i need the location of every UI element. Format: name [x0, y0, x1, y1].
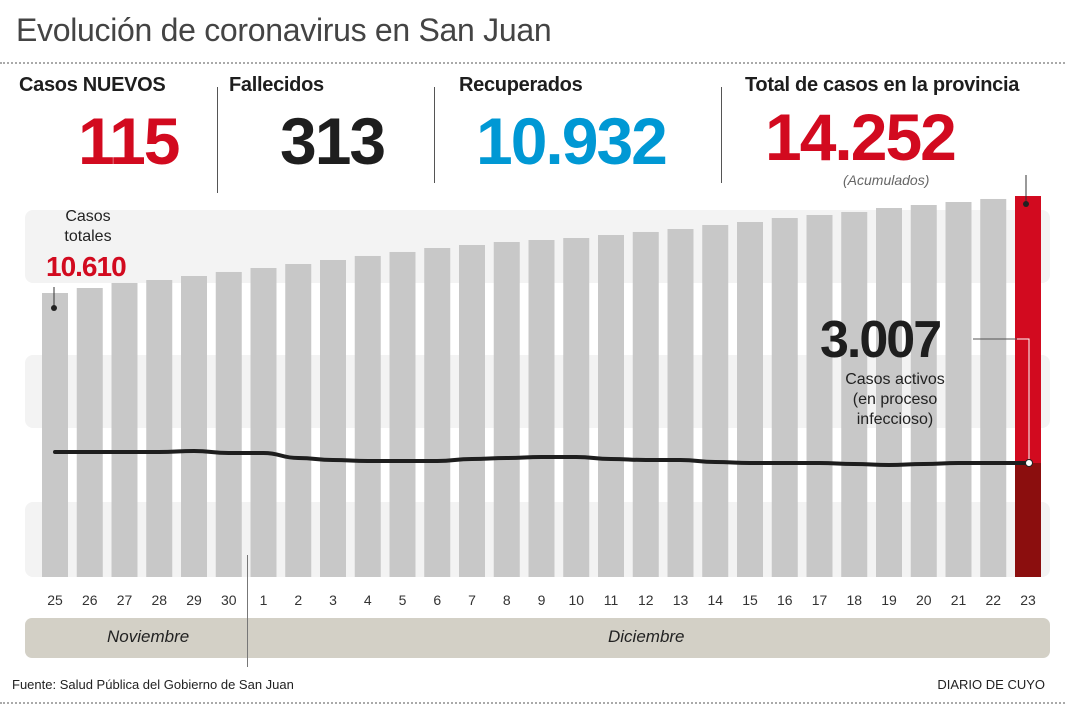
- deaths-value: 313: [280, 104, 386, 178]
- x-tick-label: 6: [433, 592, 441, 608]
- first-total-value: 10.610: [46, 251, 127, 282]
- bar-total: [111, 282, 138, 577]
- bar-total: [459, 245, 485, 577]
- first-total-label-line1: Casos: [65, 208, 111, 225]
- bar-total: [980, 198, 1007, 577]
- active-cases-line: [53, 448, 1030, 467]
- x-tick-label: 28: [151, 592, 167, 608]
- stat-divider: [721, 87, 722, 183]
- bar-total: [945, 202, 972, 577]
- x-tick-label: 30: [221, 592, 237, 608]
- x-tick-label: 21: [951, 592, 967, 608]
- x-tick-label: 17: [812, 592, 828, 608]
- bar-total: [632, 231, 659, 577]
- bar-total: [910, 205, 937, 577]
- month-november: Noviembre: [107, 627, 190, 646]
- stat-divider: [434, 87, 435, 183]
- x-tick-label: 1: [260, 592, 268, 608]
- x-tick-label: 4: [364, 592, 372, 608]
- source-note: Fuente: Salud Pública del Gobierno de Sa…: [12, 677, 294, 692]
- bar-total: [424, 247, 451, 577]
- new-cases-label: Casos NUEVOS: [19, 74, 166, 96]
- bar-total: [146, 280, 173, 577]
- stat-divider: [217, 87, 218, 193]
- bar-total: [841, 211, 868, 577]
- active-cases-value: 3.007: [820, 311, 942, 369]
- x-tick-label: 23: [1020, 592, 1036, 608]
- x-tick-label: 7: [468, 592, 476, 608]
- bar-total: [493, 242, 520, 577]
- x-tick-label: 26: [82, 592, 98, 608]
- total-label: Total de casos en la provincia: [745, 74, 1020, 96]
- x-tick-label: 5: [399, 592, 407, 608]
- new-cases-box: 115: [78, 104, 180, 178]
- bar-total: [42, 293, 68, 577]
- x-tick-label: 27: [117, 592, 133, 608]
- bar-total: [563, 238, 590, 577]
- bar-total-highlight: [1015, 196, 1041, 463]
- x-tick-label: 29: [186, 592, 202, 608]
- active-marker: [1025, 459, 1033, 467]
- month-strip: [25, 618, 1050, 658]
- recovered-label: Recuperados: [459, 74, 583, 96]
- x-tick-label: 11: [604, 592, 619, 608]
- x-tick-label: 12: [638, 592, 654, 608]
- bar-total: [771, 218, 798, 577]
- x-tick-label: 8: [503, 592, 511, 608]
- new-cases-value: 115: [78, 104, 180, 178]
- bar-total: [667, 229, 694, 578]
- x-tick-label: 14: [707, 592, 723, 608]
- month-december: Diciembre: [608, 627, 685, 646]
- bar-total: [285, 263, 312, 577]
- bar-total: [181, 276, 207, 577]
- bar-total: [528, 240, 555, 577]
- total-value: 14.252: [765, 100, 957, 174]
- page-title: Evolución de coronavirus en San Juan: [16, 12, 552, 48]
- deaths-label: Fallecidos: [229, 74, 324, 96]
- bar-total: [76, 287, 103, 577]
- x-tick-label: 2: [294, 592, 302, 608]
- x-tick-label: 25: [47, 592, 63, 608]
- bar-total: [806, 214, 833, 578]
- active-cases-label-line1: Casos activos: [845, 371, 945, 388]
- recovered-box: 10.932: [476, 104, 668, 178]
- active-cases-label: Casos activos (en proceso infeccioso): [820, 370, 970, 430]
- brand-credit: DIARIO DE CUYO: [937, 677, 1045, 692]
- bar-active-highlight: [1015, 463, 1041, 577]
- bar-total: [389, 251, 416, 577]
- x-tick-label: 15: [742, 592, 758, 608]
- first-total-label-line2: totales: [64, 228, 112, 245]
- bar-total: [876, 207, 902, 577]
- top-divider: [0, 62, 1065, 64]
- x-tick-label: 22: [985, 592, 1001, 608]
- x-tick-label: 13: [673, 592, 689, 608]
- x-tick-label: 18: [846, 592, 862, 608]
- month-divider: [247, 555, 248, 667]
- bar-total: [215, 271, 242, 577]
- x-tick-label: 3: [329, 592, 337, 608]
- total-note: (Acumulados): [843, 172, 930, 188]
- total-marker: [1023, 201, 1029, 208]
- recovered-value: 10.932: [476, 104, 668, 178]
- deaths-box: 313: [280, 104, 386, 178]
- bar-total: [702, 225, 729, 577]
- first-total-label: Casos totales: [52, 207, 124, 247]
- x-tick-label: 9: [538, 592, 546, 608]
- x-tick-label: 19: [881, 592, 897, 608]
- bottom-divider: [0, 702, 1065, 704]
- total-box: 14.252: [765, 100, 957, 174]
- bar-total: [250, 267, 277, 577]
- x-tick-label: 10: [568, 592, 584, 608]
- active-cases-label-line3: infeccioso): [856, 411, 934, 428]
- bar-total: [737, 222, 763, 577]
- first-total-marker: [51, 305, 57, 311]
- active-cases-label-line2: (en proceso: [852, 391, 938, 408]
- bar-total: [598, 234, 624, 578]
- bar-total: [354, 255, 381, 577]
- x-tick-label: 16: [777, 592, 793, 608]
- bar-total: [320, 260, 346, 577]
- x-tick-label: 20: [916, 592, 932, 608]
